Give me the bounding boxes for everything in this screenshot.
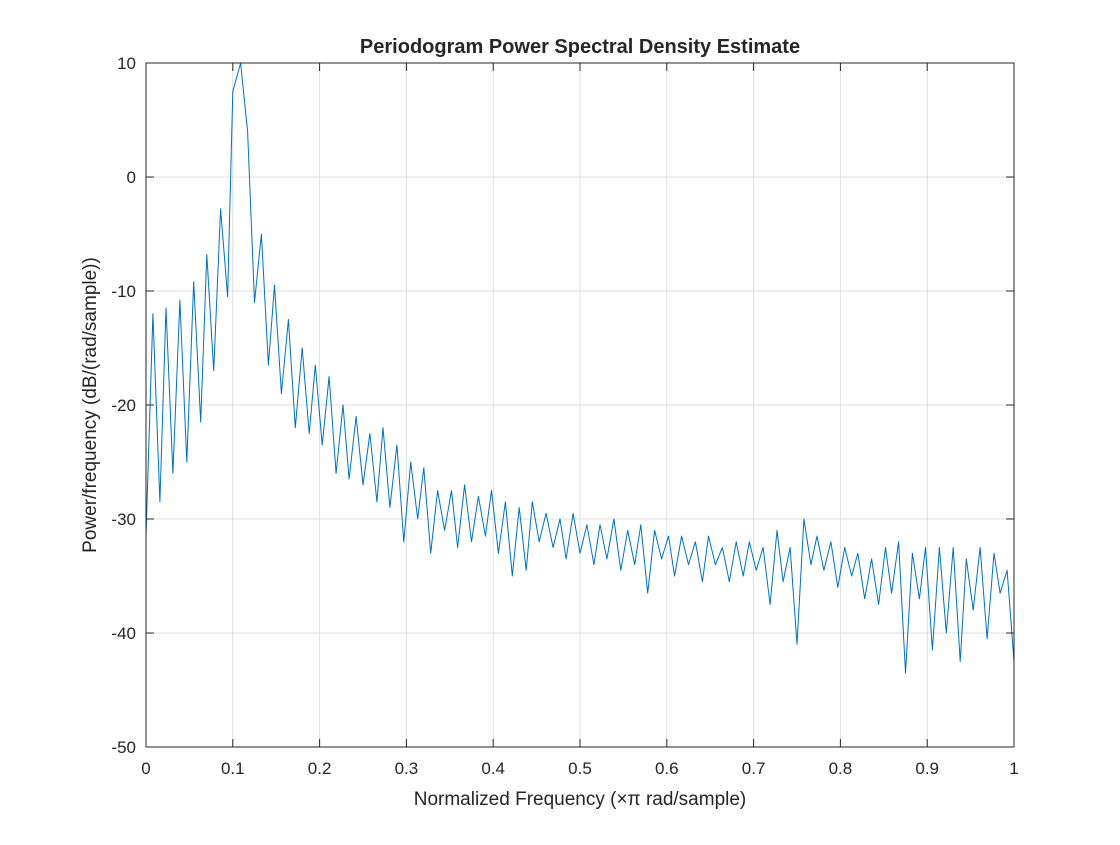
axis-ticks: 0 0.1 0.2 0.3 0.4 0.5 0.6 0.7 0.8 0.9 1 -50 -40 -30 -2…: [111, 54, 1018, 778]
y-tick-label: -10: [111, 282, 136, 301]
x-axis-label: Normalized Frequency (×π rad/sample): [414, 789, 747, 810]
x-tick-label: 0.7: [742, 759, 766, 778]
grid-lines: [146, 63, 1014, 747]
y-tick-label: -30: [111, 510, 136, 529]
x-tick-label: 0.2: [308, 759, 332, 778]
x-tick-label: 0.1: [221, 759, 245, 778]
y-axis-label: Power/frequency (dB/(rad/sample)): [80, 257, 101, 553]
x-tick-label: 0.5: [568, 759, 592, 778]
data-series: [145, 62, 1015, 674]
chart-title: Periodogram Power Spectral Density Estim…: [360, 36, 800, 58]
x-tick-label: 1: [1009, 759, 1018, 778]
y-tick-label: -20: [111, 396, 136, 415]
y-tick-label: -50: [111, 738, 136, 757]
psd-series-line: [145, 62, 1015, 674]
y-tick-label: -40: [111, 624, 136, 643]
x-tick-label: 0.4: [481, 759, 505, 778]
x-tick-label: 0.3: [395, 759, 419, 778]
y-tick-label: 10: [117, 54, 136, 73]
x-tick-label: 0.8: [829, 759, 853, 778]
x-tick-label: 0.6: [655, 759, 679, 778]
x-tick-label: 0: [141, 759, 150, 778]
y-tick-label: 0: [127, 168, 136, 187]
x-tick-label: 0.9: [915, 759, 939, 778]
